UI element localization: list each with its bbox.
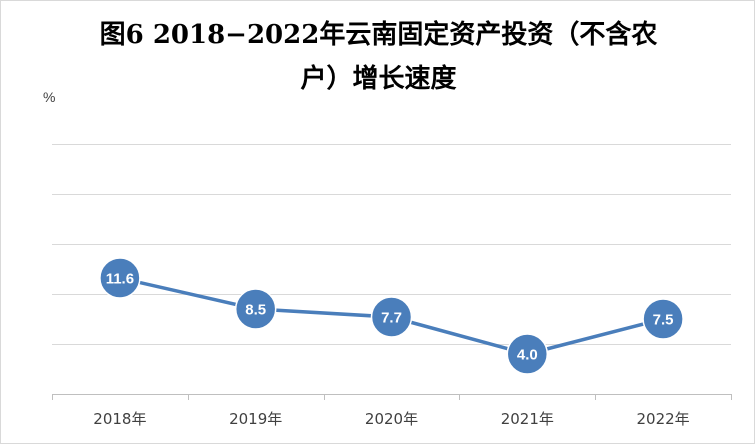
x-tick-label: 2021年 [501, 410, 554, 428]
data-point-marker [99, 257, 141, 299]
data-label: 4.0 [517, 347, 538, 364]
y-axis-unit: % [43, 89, 56, 105]
x-tick-label: 2018年 [93, 410, 146, 428]
data-label: 8.5 [245, 302, 266, 319]
data-point-marker [642, 298, 684, 340]
data-point-marker [370, 296, 413, 338]
x-tick-label: 2019年 [229, 410, 282, 428]
data-label: 11.6 [106, 271, 134, 288]
x-tick-label: 2020年 [365, 410, 418, 428]
data-label: 7.7 [381, 310, 402, 327]
data-point-marker [506, 333, 549, 375]
data-label: 7.5 [653, 312, 674, 329]
chart-title-line-1: 图6 2018−2022年云南固定资产投资（不含农 [99, 20, 658, 50]
chart-title-line-2: 户）增长速度 [300, 64, 457, 94]
data-point-marker [234, 288, 277, 330]
x-tick-label: 2022年 [637, 410, 690, 428]
chart-title: 图6 2018−2022年云南固定资产投资（不含农 户）增长速度 [1, 13, 755, 101]
